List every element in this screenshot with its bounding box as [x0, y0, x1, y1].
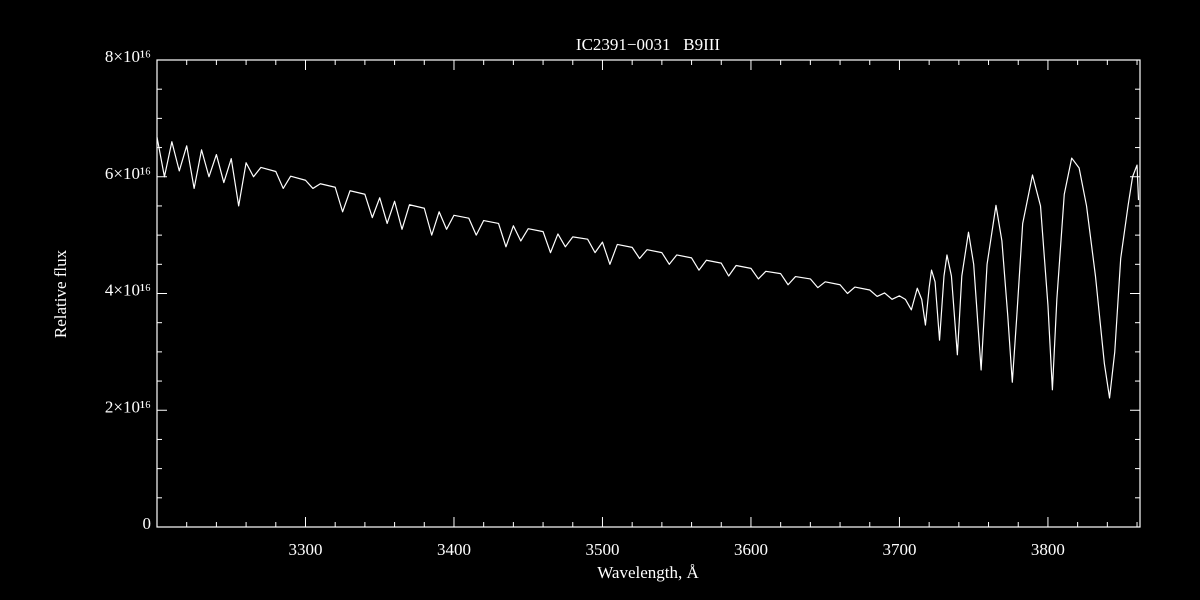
plot-frame — [156, 59, 1141, 528]
spectrum-line — [156, 136, 1140, 399]
x-tick-label: 3700 — [882, 540, 916, 559]
x-tick-label: 3400 — [437, 540, 471, 559]
x-tick-label: 3500 — [585, 540, 619, 559]
x-tick-label: 3300 — [288, 540, 322, 559]
y-tick-label: 0 — [143, 514, 152, 533]
chart-title: IC2391−0031 B9III — [576, 35, 720, 54]
y-tick-label: 4×10¹⁶ — [105, 281, 151, 300]
y-axis-title: Relative flux — [51, 249, 70, 338]
y-tick-label: 2×10¹⁶ — [105, 397, 151, 416]
y-tick-label: 6×10¹⁶ — [105, 164, 151, 183]
x-tick-label: 3800 — [1031, 540, 1065, 559]
x-tick-label: 3600 — [734, 540, 768, 559]
x-axis-title: Wavelength, Å — [597, 563, 699, 582]
y-tick-label: 8×10¹⁶ — [105, 47, 151, 66]
